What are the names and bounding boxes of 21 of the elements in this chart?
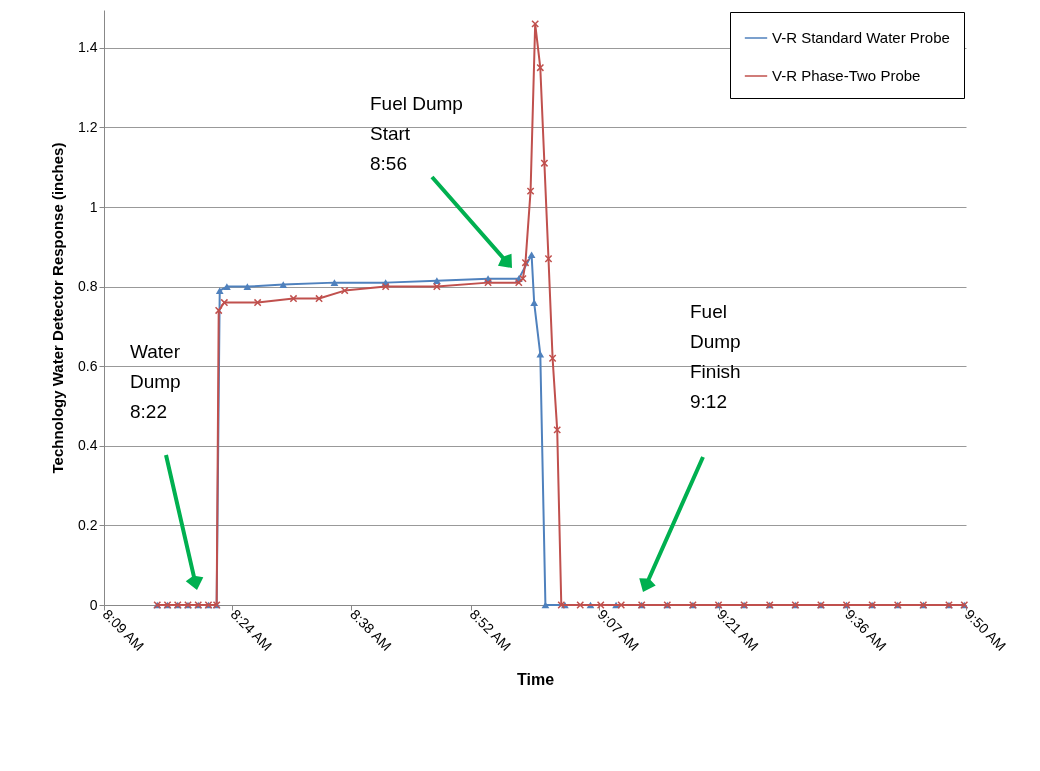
legend-label: V-R Phase-Two Probe (772, 67, 921, 84)
x-axis-title: Time (516, 671, 555, 689)
annotation: Water Dump 8:22 (130, 341, 181, 422)
y-tick-label: 1 (89, 198, 98, 215)
y-tick-label: 1.2 (78, 118, 98, 135)
y-tick-label: 1.4 (78, 39, 98, 56)
y-tick-label: 0.4 (78, 437, 98, 454)
x-tick-label: 9:07 AM (594, 606, 643, 654)
annotation: Fuel Dump Start 8:56 (370, 93, 463, 174)
x-tick-label: 9:50 AM (961, 606, 1010, 654)
x-tick-label: 9:36 AM (842, 606, 890, 654)
x-tick-label: 8:38 AM (347, 606, 395, 654)
y-tick-label: 0.2 (78, 516, 98, 533)
y-tick-label: 0.6 (78, 357, 98, 374)
y-tick-label: 0.8 (78, 278, 98, 295)
x-tick-label: 8:09 AM (99, 606, 148, 654)
legend-label: V-R Standard Water Probe (772, 29, 950, 46)
x-tick-label: 8:24 AM (227, 606, 276, 654)
y-tick-label: 0 (89, 596, 98, 613)
annotation: Fuel Dump Finish 9:12 (690, 301, 741, 412)
y-axis-title: Technology Water Detector Response (inches) (49, 142, 67, 474)
